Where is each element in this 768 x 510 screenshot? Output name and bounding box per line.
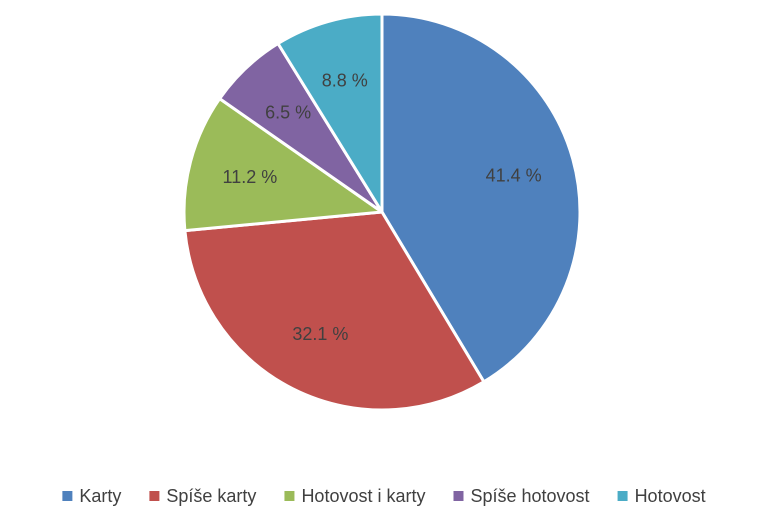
legend-label-karty: Karty [79, 486, 121, 506]
legend-item-spise-karty: Spíše karty [149, 486, 256, 506]
pie-slice-hotovost [276, 12, 384, 214]
legend-swatch-hotovost-i-karty [284, 491, 295, 501]
legend-swatch-spise-hotovost [453, 491, 464, 501]
data-label-hotovost: 8.8 % [322, 71, 368, 91]
legend-label-spise-karty: Spíše karty [166, 486, 256, 506]
legend-swatch-spise-karty [149, 491, 160, 501]
legend-item-hotovost: Hotovost [617, 486, 706, 506]
legend-label-hotovost: Hotovost [635, 486, 706, 506]
data-label-hotovost-i-karty: 11.2 % [223, 167, 278, 187]
pie-slice-hotovost-i-karty [182, 97, 384, 233]
legend-swatch-hotovost [617, 491, 628, 501]
legend-item-karty: Karty [62, 486, 121, 506]
data-label-spise-karty: 32.1 % [292, 324, 348, 344]
data-label-karty: 41.4 % [486, 166, 542, 186]
pie-slice-karty [380, 12, 582, 384]
legend-item-hotovost-i-karty: Hotovost i karty [284, 486, 425, 506]
legend-label-spise-hotovost: Spíše hotovost [470, 486, 589, 506]
pie-slice-spise-karty [183, 210, 486, 412]
pie-slices [182, 12, 582, 412]
legend-item-spise-hotovost: Spíše hotovost [453, 486, 590, 506]
legend-label-hotovost-i-karty: Hotovost i karty [301, 486, 425, 506]
data-label-spise-hotovost: 6.5 % [265, 103, 311, 123]
legend-swatch-karty [62, 491, 73, 501]
legend: Karty Spíše karty Hotovost i karty Spíše ho… [62, 486, 706, 506]
pie-labels: 41.4 % 32.1 % 11.2 % 6.5 % 8.8 % [223, 71, 542, 344]
